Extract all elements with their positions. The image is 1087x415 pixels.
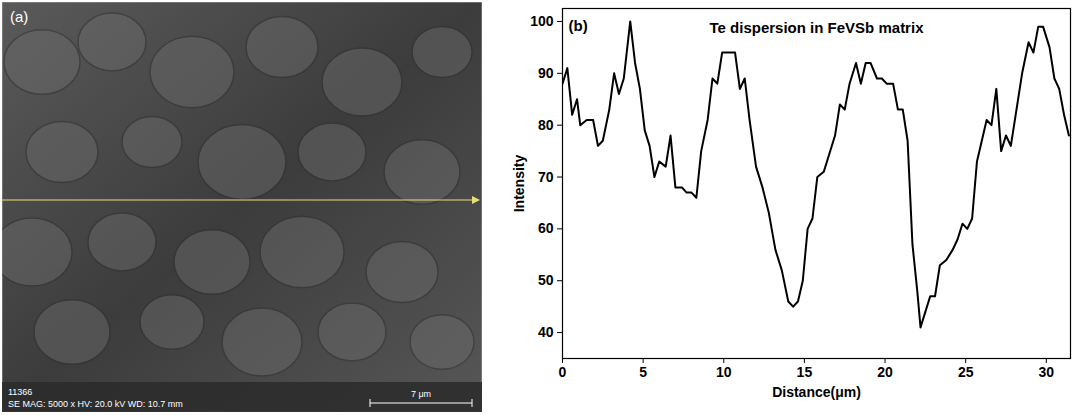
svg-text:100: 100 <box>530 13 554 29</box>
svg-text:80: 80 <box>538 117 554 133</box>
svg-text:Distance(μm): Distance(μm) <box>772 384 861 400</box>
svg-text:11366: 11366 <box>8 387 32 397</box>
svg-text:25: 25 <box>958 364 974 380</box>
svg-text:90: 90 <box>538 65 554 81</box>
svg-text:(a): (a) <box>10 8 28 25</box>
svg-text:Te dispersion in FeVSb matrix: Te dispersion in FeVSb matrix <box>710 19 925 36</box>
svg-text:15: 15 <box>797 364 813 380</box>
svg-text:5: 5 <box>639 364 647 380</box>
svg-text:10: 10 <box>716 364 732 380</box>
svg-text:30: 30 <box>1039 364 1055 380</box>
svg-text:60: 60 <box>538 220 554 236</box>
svg-text:SE MAG: 5000 x HV: 20.0 kV WD:: SE MAG: 5000 x HV: 20.0 kV WD: 10.7 mm <box>8 399 183 409</box>
svg-text:40: 40 <box>538 324 554 340</box>
svg-text:70: 70 <box>538 168 554 184</box>
svg-text:Intensity: Intensity <box>511 155 527 213</box>
svg-text:50: 50 <box>538 272 554 288</box>
svg-text:(b): (b) <box>569 17 588 34</box>
svg-text:20: 20 <box>877 364 893 380</box>
svg-text:0: 0 <box>559 364 567 380</box>
svg-text:7 μm: 7 μm <box>411 389 431 399</box>
